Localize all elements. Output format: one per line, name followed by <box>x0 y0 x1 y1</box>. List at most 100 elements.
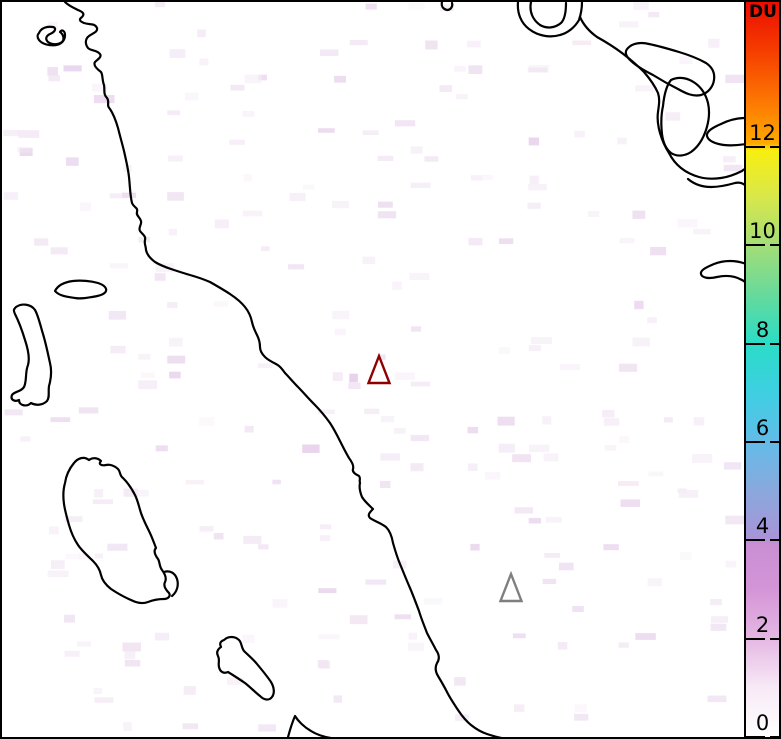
colorbar-tick <box>746 736 765 737</box>
colorbar-tick <box>746 342 765 345</box>
data-pixel <box>318 128 335 133</box>
data-pixel <box>725 74 744 83</box>
data-pixel <box>665 112 681 121</box>
data-pixel <box>410 463 424 472</box>
data-pixel <box>545 516 562 523</box>
data-pixel <box>334 328 346 336</box>
data-pixel <box>408 642 424 652</box>
colorbar-tick <box>770 145 779 148</box>
colorbar-tick-label: 10 <box>749 219 776 244</box>
data-pixel <box>635 633 656 640</box>
data-pixel <box>94 697 114 703</box>
data-pixel <box>574 130 585 138</box>
data-pixel <box>410 434 430 442</box>
colorbar-tick <box>770 736 779 737</box>
data-pixel <box>364 408 380 415</box>
colorbar-tick <box>746 440 765 443</box>
data-pixel <box>512 454 531 463</box>
colorbar-unit-label: DU <box>749 2 777 22</box>
data-pixel <box>574 704 587 713</box>
coastline-inlet-inner <box>529 2 568 29</box>
data-pixel <box>213 533 224 540</box>
data-pixel <box>93 687 102 694</box>
data-pixel <box>154 632 170 641</box>
data-pixel <box>214 301 228 307</box>
data-pixel <box>242 210 263 217</box>
data-pixel <box>362 256 376 264</box>
data-pixel <box>456 94 468 100</box>
data-pixel <box>392 281 402 290</box>
data-pixel <box>680 551 692 561</box>
data-pixel <box>528 65 550 73</box>
data-pixel <box>723 462 742 470</box>
data-pixel <box>20 436 31 442</box>
colorbar: 12 10 8 6 4 2 0 DU <box>744 2 779 737</box>
coastline-top-hook <box>440 2 454 12</box>
data-pixel <box>154 273 166 281</box>
data-pixel <box>140 372 155 378</box>
data-pixel <box>318 588 337 594</box>
data-pixel <box>3 192 19 200</box>
data-pixel <box>123 488 138 497</box>
data-pixel <box>677 218 698 228</box>
data-pixel <box>272 479 281 485</box>
data-pixel <box>334 75 346 83</box>
data-pixel <box>362 130 379 135</box>
data-pixel <box>167 110 181 116</box>
data-pixel <box>470 543 480 551</box>
data-pixel <box>379 480 391 488</box>
data-pixel <box>603 544 619 551</box>
data-pixel <box>470 175 483 181</box>
data-pixel <box>185 92 199 101</box>
data-pixel <box>377 211 397 219</box>
data-pixel <box>648 11 660 18</box>
peninsula-right-edge <box>705 116 744 147</box>
data-pixel <box>664 417 673 423</box>
data-pixel <box>332 200 349 209</box>
data-pixel <box>678 489 699 498</box>
data-pixel <box>710 616 728 623</box>
data-pixel <box>410 381 431 387</box>
data-pixel <box>710 623 727 631</box>
data-pixel <box>332 310 350 320</box>
data-pixel <box>365 579 387 585</box>
data-pixel <box>455 714 469 721</box>
colorbar-tick <box>770 440 779 443</box>
data-pixel <box>603 418 620 426</box>
data-pixel <box>243 535 262 544</box>
data-pixel <box>303 184 315 190</box>
island-comma-bottom <box>216 635 275 701</box>
data-pixel <box>677 488 687 493</box>
colorbar-tick <box>746 244 765 247</box>
data-pixel <box>349 373 358 383</box>
data-pixel <box>333 695 343 703</box>
data-pixel <box>527 202 541 209</box>
data-pixel <box>244 74 262 84</box>
data-pixel <box>528 137 540 146</box>
data-pixel <box>63 65 82 72</box>
data-pixel <box>48 75 60 82</box>
data-pixel <box>348 382 361 389</box>
data-pixel <box>542 416 552 425</box>
data-pixel <box>64 614 75 623</box>
data-pixel <box>632 337 650 347</box>
data-pixel <box>94 489 104 498</box>
data-pixel <box>574 713 589 721</box>
data-pixel <box>619 436 630 443</box>
data-pixel <box>454 677 466 686</box>
data-pixel <box>47 67 58 76</box>
data-pixel <box>19 148 33 156</box>
data-pixel <box>243 174 252 182</box>
data-pixel <box>380 416 395 423</box>
coastline-channel-lower <box>686 177 744 189</box>
data-pixel <box>530 337 552 344</box>
data-pixel <box>64 650 80 657</box>
data-pixel <box>3 129 19 137</box>
data-pixel <box>365 3 377 10</box>
data-pixel <box>468 65 483 74</box>
data-pixel <box>78 407 99 414</box>
data-pixel <box>138 353 151 360</box>
data-pixel <box>78 552 91 560</box>
data-pixel <box>17 147 32 153</box>
